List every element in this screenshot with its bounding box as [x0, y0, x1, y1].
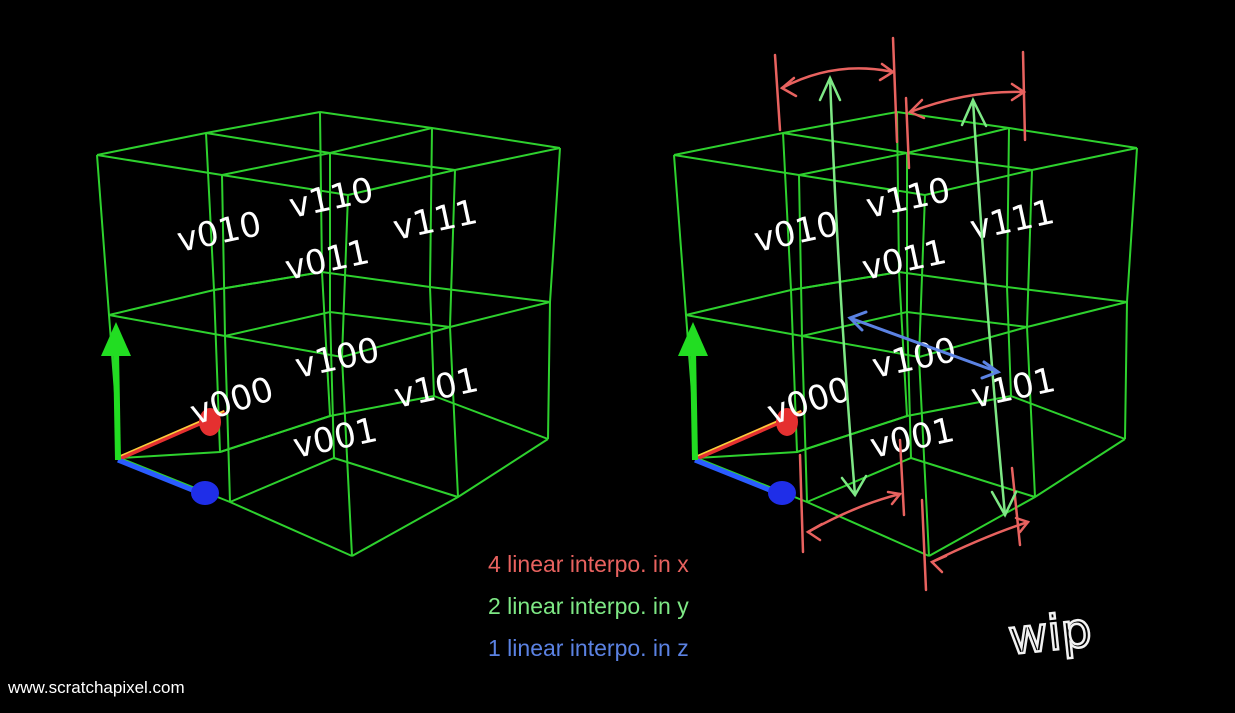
legend-x-interpolation: 4 linear interpo. in x — [488, 551, 689, 577]
left-cube: v010 v110 v011 v111 v000 v100 v001 v101 — [96, 111, 561, 557]
right-axis-y-head — [678, 322, 708, 356]
right-label-v100: v100 — [869, 330, 960, 387]
legend-y-interpolation: 2 linear interpo. in y — [488, 593, 689, 619]
left-label-v111: v111 — [390, 192, 481, 249]
right-cube: v010 v110 v011 v111 v000 v100 v001 v101 — [673, 36, 1138, 667]
left-axis-y — [113, 349, 121, 461]
right-axis-y — [690, 349, 698, 461]
right-cube-grid — [673, 111, 1138, 557]
left-vertex-labels: v010 v110 v011 v111 v000 v100 v001 v101 — [174, 170, 482, 467]
right-axis-z-head — [768, 481, 796, 505]
left-label-v000: v000 — [185, 369, 278, 433]
left-axes — [101, 322, 227, 505]
right-label-v011: v011 — [859, 232, 950, 289]
right-label-v001: v001 — [867, 410, 958, 467]
left-cube-grid — [96, 111, 561, 557]
left-axis-x-head — [199, 408, 221, 436]
left-axis-z-head — [191, 481, 219, 505]
wip-annotation: wip — [1006, 602, 1094, 666]
right-axis-x-head — [776, 408, 798, 436]
left-label-v100: v100 — [292, 330, 383, 387]
right-axes — [678, 322, 804, 505]
left-axis-z — [117, 457, 206, 498]
y-interpolation-marks — [818, 74, 1018, 518]
left-label-v001: v001 — [290, 410, 381, 467]
right-label-v010: v010 — [751, 204, 842, 261]
footer-url: www.scratchapixel.com — [8, 678, 185, 697]
right-axis-z — [694, 457, 783, 498]
x-interpolation-marks — [773, 36, 1031, 592]
right-label-v000: v000 — [762, 369, 855, 433]
left-label-v110: v110 — [286, 170, 377, 227]
legend-z-interpolation: 1 linear interpo. in z — [488, 635, 689, 661]
z-interpolation-mark — [847, 310, 1002, 380]
left-label-v010: v010 — [174, 204, 265, 261]
right-label-v110: v110 — [863, 170, 954, 227]
left-label-v011: v011 — [282, 232, 373, 289]
left-axis-y-head — [101, 322, 131, 356]
right-vertex-labels: v010 v110 v011 v111 v000 v100 v001 v101 — [751, 170, 1059, 467]
